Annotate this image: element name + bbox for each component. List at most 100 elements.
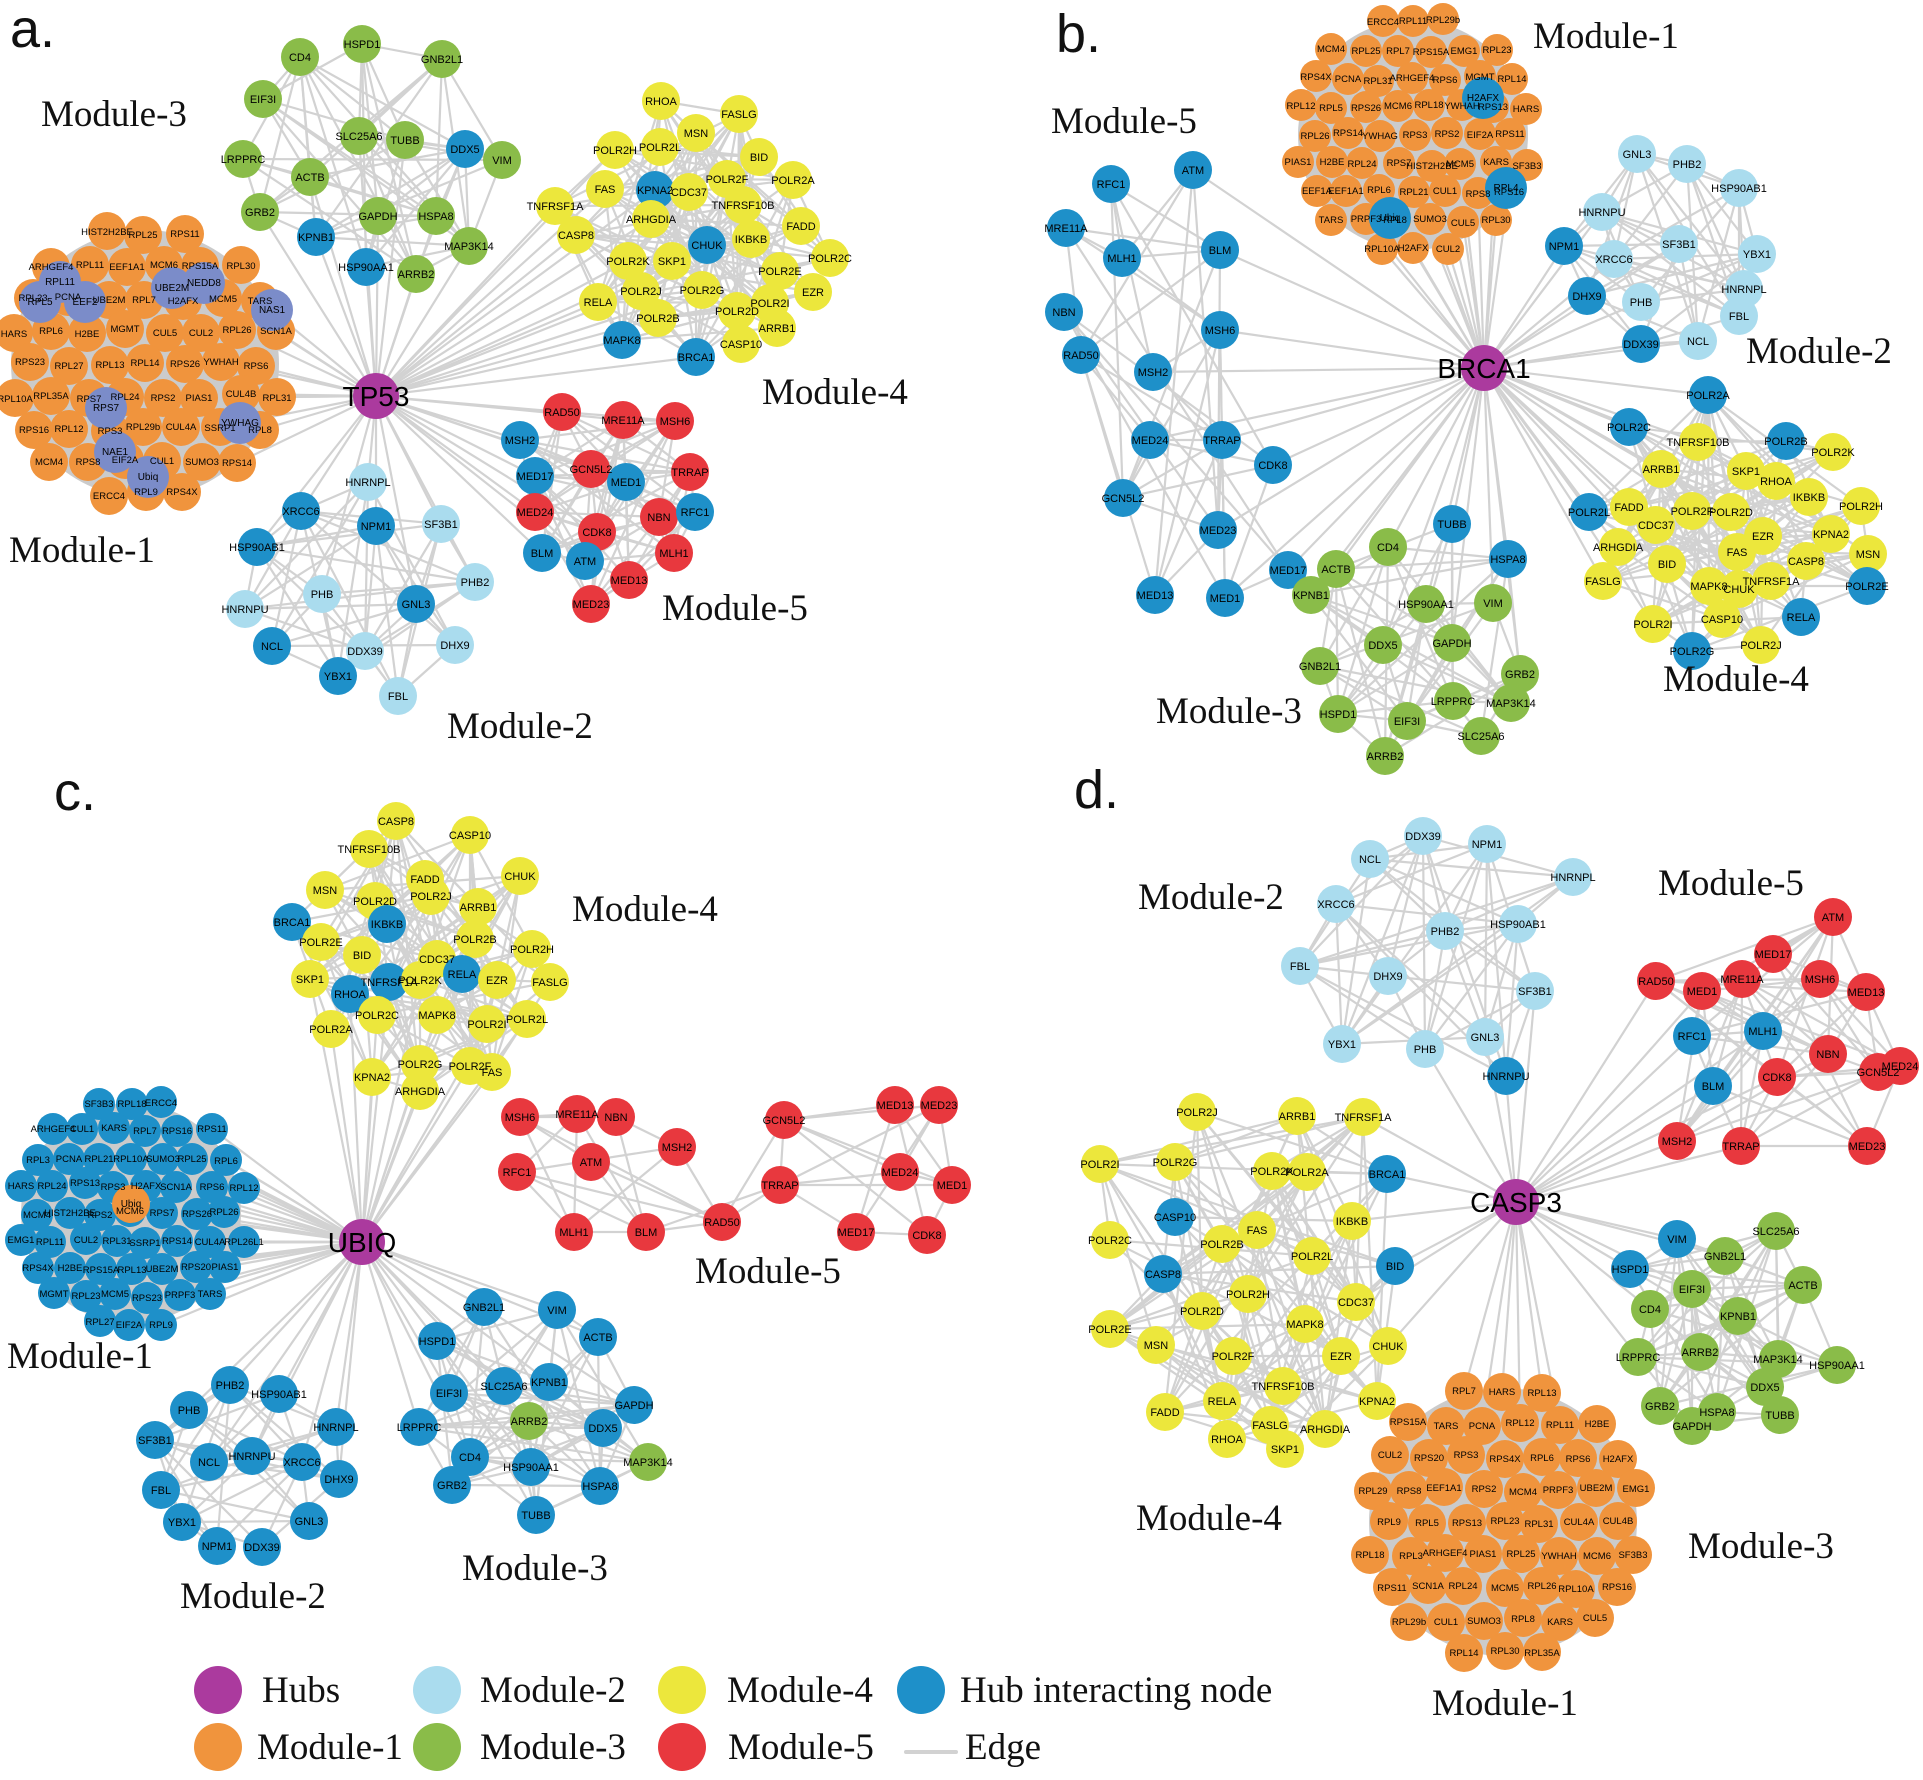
svg-text:CDC37: CDC37 [671, 187, 707, 199]
svg-text:MSH2: MSH2 [662, 1142, 693, 1154]
svg-text:GCN5L2: GCN5L2 [570, 464, 613, 476]
svg-text:ARRB2: ARRB2 [1682, 1347, 1719, 1359]
svg-text:ARRB1: ARRB1 [759, 323, 796, 335]
svg-text:EEF1A: EEF1A [1302, 186, 1333, 197]
svg-text:RPL5: RPL5 [27, 297, 52, 308]
svg-text:YWHAH: YWHAH [1541, 1551, 1577, 1562]
svg-text:TNFRSF10B: TNFRSF10B [712, 200, 775, 212]
svg-text:TRRAP: TRRAP [671, 467, 708, 479]
svg-text:EMG1: EMG1 [1451, 46, 1478, 57]
svg-text:TNFRSF10B: TNFRSF10B [1252, 1381, 1315, 1393]
svg-text:RPL11: RPL11 [45, 277, 75, 288]
svg-text:Module-3: Module-3 [480, 1727, 626, 1768]
svg-text:CASP10: CASP10 [720, 339, 762, 351]
svg-text:MGMT: MGMT [39, 1289, 68, 1300]
svg-text:FASLG: FASLG [1585, 576, 1620, 588]
svg-text:SCN1A: SCN1A [1412, 1581, 1444, 1592]
svg-text:POLR2I: POLR2I [1080, 1159, 1119, 1171]
svg-text:Module-3: Module-3 [462, 1548, 608, 1589]
svg-text:POLR2L: POLR2L [1291, 1251, 1333, 1263]
svg-text:Module-1: Module-1 [1432, 1683, 1578, 1724]
svg-text:Module-1: Module-1 [257, 1727, 403, 1768]
svg-text:RPL11: RPL11 [1546, 1420, 1574, 1431]
svg-text:PHB2: PHB2 [461, 577, 490, 589]
svg-text:SKP1: SKP1 [658, 256, 686, 268]
svg-text:Module-5: Module-5 [728, 1727, 874, 1768]
svg-text:CHUK: CHUK [1723, 584, 1755, 596]
svg-text:MSH2: MSH2 [1662, 1136, 1693, 1148]
svg-text:RPS15A: RPS15A [1413, 47, 1450, 58]
svg-text:NBN: NBN [604, 1112, 627, 1124]
svg-text:RPS3: RPS3 [1454, 1450, 1479, 1461]
svg-text:POLR2D: POLR2D [353, 896, 397, 908]
svg-text:PHB: PHB [311, 589, 334, 601]
svg-text:POLR2J: POLR2J [410, 891, 452, 903]
svg-text:Hub interacting node: Hub interacting node [960, 1670, 1272, 1711]
svg-text:MED24: MED24 [1132, 435, 1169, 447]
svg-text:RPS4X: RPS4X [1300, 72, 1332, 83]
svg-text:ARRB1: ARRB1 [460, 902, 497, 914]
svg-text:RPL30: RPL30 [1481, 215, 1510, 226]
svg-text:Module-5: Module-5 [695, 1251, 841, 1292]
svg-text:FADD: FADD [1614, 502, 1643, 514]
svg-text:KARS: KARS [101, 1123, 127, 1134]
svg-text:RPL7: RPL7 [1386, 46, 1410, 57]
svg-text:RELA: RELA [448, 969, 477, 981]
svg-text:POLR2C: POLR2C [1088, 1235, 1132, 1247]
svg-text:RPL26L1: RPL26L1 [224, 1237, 264, 1248]
svg-text:RPL6: RPL6 [214, 1156, 238, 1167]
svg-text:ACTB: ACTB [1321, 564, 1350, 576]
svg-text:ACTB: ACTB [295, 172, 324, 184]
svg-text:BID: BID [750, 152, 768, 164]
svg-text:RPS16: RPS16 [19, 425, 49, 436]
svg-text:MGMT: MGMT [1465, 72, 1494, 83]
svg-text:Module-2: Module-2 [480, 1670, 626, 1711]
svg-text:RPL7: RPL7 [132, 295, 156, 306]
svg-text:MED17: MED17 [517, 471, 554, 483]
svg-text:MSN: MSN [313, 885, 338, 897]
svg-text:H2AFX: H2AFX [168, 296, 199, 307]
svg-text:RPS7: RPS7 [93, 403, 120, 414]
svg-text:RPS16: RPS16 [1602, 1582, 1632, 1593]
svg-text:RHOA: RHOA [645, 96, 677, 108]
svg-text:CD4: CD4 [459, 1452, 481, 1464]
svg-text:TRRAP: TRRAP [1203, 435, 1240, 447]
svg-text:YWHAH: YWHAH [1444, 101, 1480, 112]
svg-text:CUL2: CUL2 [1378, 1450, 1402, 1461]
svg-text:IKBKB: IKBKB [1336, 1216, 1368, 1228]
svg-text:LRPPRC: LRPPRC [1616, 1352, 1661, 1364]
svg-text:HSP90AB1: HSP90AB1 [1490, 919, 1546, 931]
svg-text:DDX5: DDX5 [588, 1423, 617, 1435]
svg-text:CASP10: CASP10 [449, 830, 491, 842]
svg-text:MED1: MED1 [1687, 986, 1718, 998]
svg-text:RPL24: RPL24 [1347, 159, 1376, 170]
svg-text:Module-1: Module-1 [1533, 16, 1679, 57]
svg-text:SKP1: SKP1 [296, 974, 324, 986]
svg-text:MRE11A: MRE11A [555, 1109, 599, 1121]
svg-text:CHUK: CHUK [504, 871, 536, 883]
svg-text:SF3B1: SF3B1 [138, 1435, 172, 1447]
svg-text:XRCC6: XRCC6 [283, 1457, 320, 1469]
svg-text:RPL10A: RPL10A [1558, 1584, 1594, 1595]
svg-text:RPS6: RPS6 [200, 1182, 225, 1193]
svg-text:POLR2D: POLR2D [1709, 507, 1753, 519]
svg-text:POLR2K: POLR2K [398, 975, 442, 987]
svg-text:RPS15A: RPS15A [182, 261, 219, 272]
svg-text:KPNB1: KPNB1 [1293, 590, 1329, 602]
svg-text:MRE11A: MRE11A [601, 415, 645, 427]
svg-text:KARS: KARS [1547, 1617, 1573, 1628]
svg-text:GNL3: GNL3 [295, 1516, 324, 1528]
svg-text:SF3B1: SF3B1 [1662, 239, 1696, 251]
svg-text:HSP90AA1: HSP90AA1 [1398, 599, 1454, 611]
svg-text:DDX39: DDX39 [1623, 339, 1658, 351]
svg-text:BRCA1: BRCA1 [1437, 353, 1530, 384]
svg-text:RPS3: RPS3 [101, 1182, 126, 1193]
svg-text:FBL: FBL [1729, 311, 1749, 323]
svg-text:H2AFX: H2AFX [1398, 243, 1429, 254]
svg-text:NCL: NCL [198, 1457, 220, 1469]
svg-text:Module-4: Module-4 [727, 1670, 873, 1711]
svg-text:CUL5: CUL5 [1583, 1613, 1607, 1624]
svg-text:MAP3K14: MAP3K14 [1753, 1354, 1803, 1366]
svg-text:GNB2L1: GNB2L1 [1299, 661, 1341, 673]
svg-text:RPL12: RPL12 [229, 1183, 258, 1194]
